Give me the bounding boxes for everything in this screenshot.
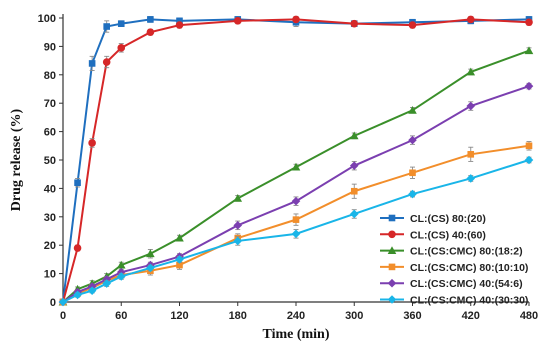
legend-marker (387, 246, 397, 255)
data-point (525, 18, 533, 27)
data-point (291, 229, 301, 239)
y-tick-label: 70 (44, 98, 56, 110)
legend-label: CL:(CS:CMC) 80:(10:10) (410, 262, 528, 274)
data-point (87, 286, 97, 295)
y-tick-label: 80 (44, 70, 56, 82)
legend-item: CL:(CS:CMC) 40:(30:30) (380, 295, 528, 307)
data-point (88, 139, 96, 147)
data-point (409, 169, 416, 177)
y-tick-label: 10 (44, 269, 56, 281)
legend-marker (388, 263, 396, 271)
data-point (467, 151, 475, 158)
x-tick-label: 60 (115, 310, 127, 322)
data-point (146, 249, 155, 258)
y-tick-label: 30 (44, 212, 56, 224)
legend-marker (387, 278, 397, 288)
data-point (117, 20, 125, 27)
legend-label: CL:(CS:CMC) 40:(54:6) (410, 278, 523, 290)
x-tick-label: 120 (170, 310, 188, 322)
legend-item: CL:(CS) 80:(20) (380, 213, 486, 225)
data-point (292, 15, 300, 24)
legend-label: CL:(CS) 40:(60) (410, 229, 486, 241)
data-point (466, 15, 475, 24)
data-point (175, 255, 184, 264)
data-point (525, 142, 533, 150)
data-point (146, 28, 155, 36)
data-point (233, 236, 243, 246)
legend-label: CL:(CS) 80:(20) (410, 213, 486, 225)
data-point (73, 244, 82, 252)
data-point (408, 106, 417, 114)
data-point (116, 272, 126, 281)
data-point (524, 155, 534, 165)
data-point (524, 81, 534, 91)
data-point (350, 187, 358, 195)
data-point (58, 297, 68, 307)
data-point (233, 17, 242, 25)
data-point (116, 260, 126, 269)
data-point (233, 221, 243, 230)
y-tick-label: 90 (44, 41, 56, 53)
legend-item: CL:(CS) 40:(60) (380, 229, 486, 241)
series-layer (58, 15, 534, 307)
y-tick-label: 100 (38, 13, 56, 25)
legend-label: CL:(CS:CMC) 80:(18:2) (410, 246, 523, 258)
data-point (176, 261, 183, 269)
legend-marker (388, 214, 396, 222)
y-tick-label: 40 (44, 183, 56, 195)
data-point (73, 290, 82, 300)
data-point (146, 263, 155, 273)
data-point (233, 194, 243, 202)
data-point (291, 162, 301, 171)
data-point (102, 58, 111, 66)
data-point (408, 135, 417, 145)
y-axis-title: Drug release (%) (9, 108, 24, 211)
x-tick-label: 300 (345, 310, 363, 322)
legend-item: CL:(CS:CMC) 80:(18:2) (380, 246, 523, 258)
series-2 (59, 15, 533, 306)
legend-item: CL:(CS:CMC) 40:(54:6) (380, 278, 523, 290)
x-tick-label: 0 (60, 310, 66, 322)
data-point (74, 179, 81, 187)
data-point (292, 216, 300, 223)
series-6 (58, 155, 534, 307)
data-point (349, 209, 359, 219)
data-point (408, 21, 417, 29)
legend-marker (388, 230, 396, 239)
data-point (350, 19, 359, 28)
data-point (175, 233, 184, 242)
legend-item: CL:(CS:CMC) 80:(10:10) (380, 262, 528, 274)
data-point (466, 101, 476, 111)
x-axis-title: Time (min) (262, 327, 329, 342)
data-point (88, 60, 96, 67)
data-point (408, 189, 417, 199)
legend: CL:(CS) 80:(20) CL:(CS) 40:(60) CL:(CS:CMC… (380, 213, 528, 307)
y-tick-label: 0 (50, 297, 56, 309)
data-point (349, 131, 359, 140)
data-point (176, 17, 183, 25)
x-tick-label: 480 (520, 310, 538, 322)
data-point (466, 174, 476, 183)
data-point (524, 46, 534, 55)
y-tick-label: 20 (44, 240, 56, 252)
y-tick-label: 60 (44, 127, 56, 139)
x-tick-label: 420 (462, 310, 480, 322)
data-point (117, 44, 126, 52)
x-tick-label: 360 (403, 310, 421, 322)
data-point (147, 16, 154, 23)
x-tick-label: 240 (287, 310, 305, 322)
data-point (291, 196, 301, 206)
data-point (103, 23, 110, 30)
x-tick-label: 180 (229, 310, 247, 322)
y-tick-label: 50 (44, 155, 56, 167)
legend-label: CL:(CS:CMC) 40:(30:30) (410, 295, 528, 307)
data-point (175, 21, 184, 29)
data-point (349, 161, 359, 170)
legend-marker (387, 295, 397, 304)
data-point (466, 67, 476, 76)
data-point (102, 279, 111, 288)
